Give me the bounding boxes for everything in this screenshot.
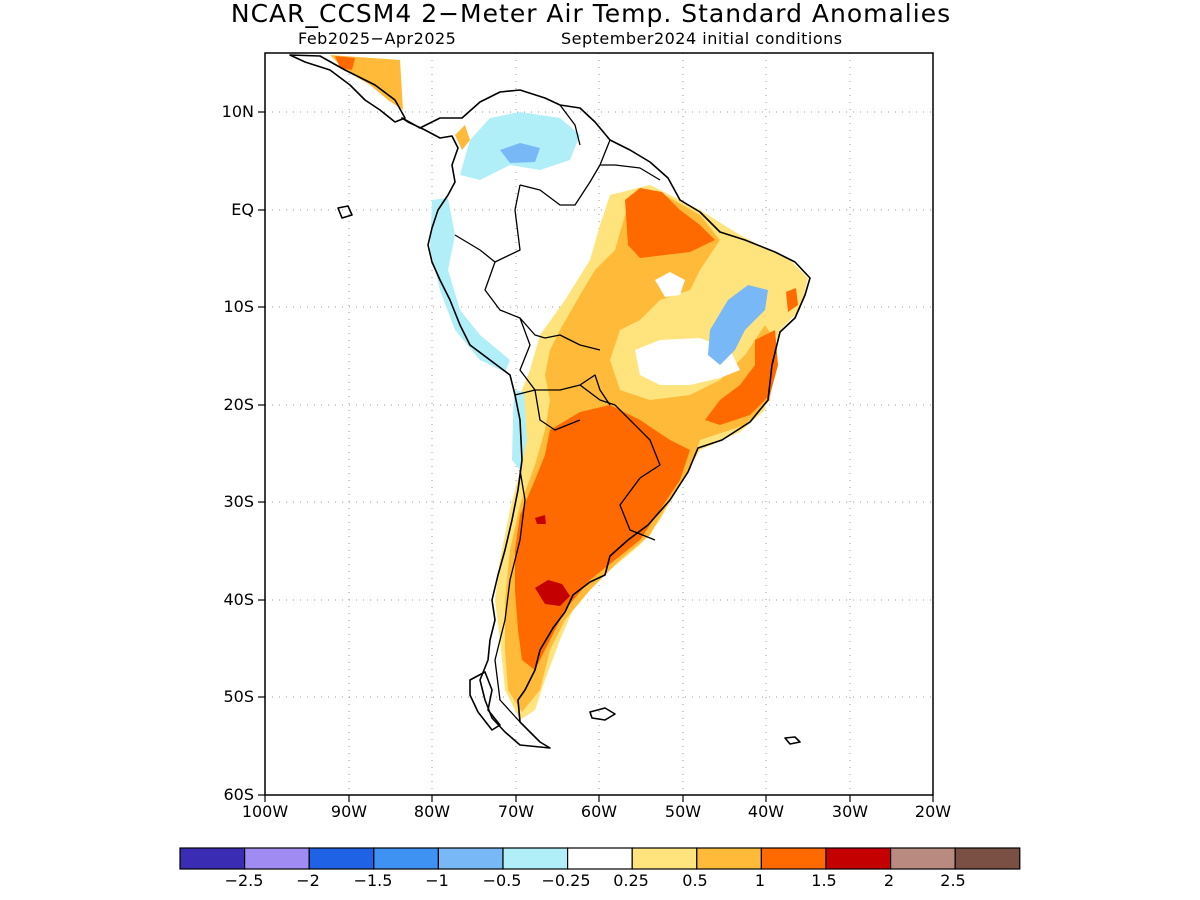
colorbar-label: −0.25	[541, 871, 591, 890]
colorbar-swatch	[437, 847, 504, 870]
lon-label-100w: 100W	[241, 802, 289, 821]
lon-label-60w: 60W	[580, 802, 618, 821]
anomaly-region-dark-orange-ne	[786, 288, 798, 312]
forecast-period: Feb2025−Apr2025	[298, 29, 457, 48]
colorbar-swatch	[631, 847, 698, 870]
colorbar-label: 2	[883, 871, 895, 890]
lat-label-20s: 20S	[223, 395, 254, 414]
anomaly-region-light-blue-east	[708, 285, 768, 365]
chile-archipelago	[469, 671, 501, 731]
anomaly-region-dark-orange-north	[625, 188, 715, 258]
galapagos-islands	[337, 205, 353, 219]
colorbar-label: 0.25	[613, 871, 649, 890]
axis-ticks	[258, 111, 934, 802]
anomaly-region-red-small	[535, 515, 546, 524]
country-borders	[454, 104, 661, 723]
anomaly-region-colombia-coast	[455, 125, 470, 150]
chart-title: NCAR_CCSM4 2−Meter Air Temp. Standard An…	[230, 0, 952, 28]
lon-label-90w: 90W	[330, 802, 368, 821]
lon-label-70w: 70W	[497, 802, 535, 821]
colorbar-label: 1	[754, 871, 766, 890]
central-america-coastline	[289, 54, 406, 123]
colorbar-swatch	[696, 847, 762, 870]
falkland-islands	[589, 707, 616, 721]
anomaly-region-red	[535, 580, 570, 606]
colorbar-swatch	[825, 847, 892, 870]
lat-label-30s: 30S	[223, 492, 254, 511]
colorbar-label: 2.5	[940, 871, 966, 890]
lon-label-80w: 80W	[413, 802, 451, 821]
colorbar-swatch	[889, 847, 956, 870]
colorbar-swatch	[954, 847, 1021, 870]
lat-label-eq: EQ	[231, 200, 254, 219]
lon-label-30w: 30W	[831, 802, 869, 821]
lat-label-60s: 60S	[223, 785, 254, 804]
anomaly-region-light-blue-north	[500, 143, 540, 163]
anomaly-region-dark-orange-east	[705, 330, 778, 425]
lon-label-20w: 20W	[914, 802, 952, 821]
lon-label-50w: 50W	[664, 802, 702, 821]
colorbar-swatch	[373, 847, 439, 870]
colorbar-swatch	[179, 847, 246, 870]
colorbar-label: −1	[425, 871, 449, 890]
colorbar-label: 1.5	[811, 871, 837, 890]
anomaly-shading	[330, 55, 808, 720]
anomaly-region-cyan-andes	[430, 198, 510, 372]
lat-label-10s: 10S	[223, 297, 254, 316]
anomaly-region-central-america-hot	[335, 56, 355, 70]
colorbar-label: −1.5	[353, 871, 393, 890]
colorbar-label: −2	[296, 871, 320, 890]
initial-conditions: September2024 initial conditions	[561, 29, 843, 48]
south-georgia	[784, 736, 801, 745]
colorbar-label: −0.5	[482, 871, 522, 890]
lon-label-40w: 40W	[747, 802, 785, 821]
colorbar-swatch	[502, 847, 569, 870]
neutral-region-small	[655, 272, 685, 297]
colorbar-swatch	[308, 847, 375, 870]
lat-label-50s: 50S	[223, 687, 254, 706]
colorbar-swatch	[566, 847, 633, 870]
south-america-coastline	[401, 89, 811, 749]
colorbar	[179, 847, 1021, 870]
colorbar-label: 0.5	[682, 871, 708, 890]
coastlines	[289, 54, 811, 749]
lat-label-10n: 10N	[221, 102, 254, 121]
anomaly-region-cyan-chile	[512, 390, 527, 470]
colorbar-label: −2.5	[224, 871, 264, 890]
colorbar-swatch	[760, 847, 827, 870]
lat-label-40s: 40S	[223, 590, 254, 609]
colorbar-swatch	[244, 847, 310, 870]
